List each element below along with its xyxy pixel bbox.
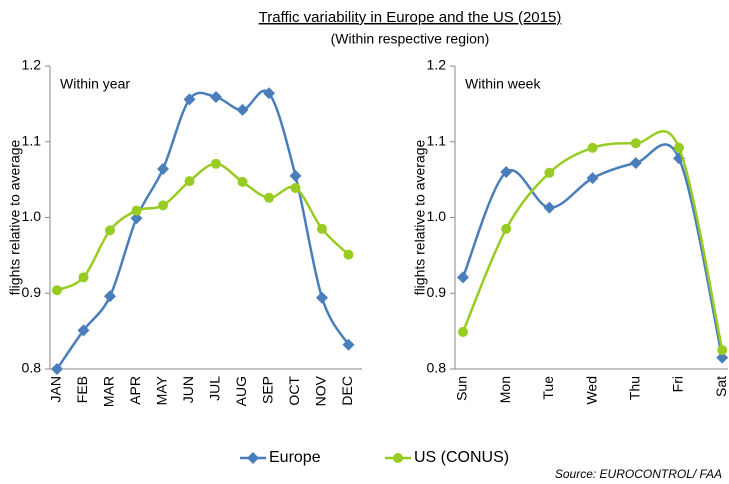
x-tick-label: Sun xyxy=(454,376,470,401)
y-axis-label: flights relative to average xyxy=(7,139,23,295)
x-tick-label: Sat xyxy=(713,376,729,397)
legend-label: US (CONUS) xyxy=(414,449,509,466)
marker xyxy=(157,163,169,176)
marker xyxy=(52,285,62,296)
x-tick-label: AUG xyxy=(233,376,249,406)
x-tick-label: DEC xyxy=(339,376,355,406)
series-line xyxy=(56,162,350,292)
marker xyxy=(290,182,301,193)
marker xyxy=(263,87,275,100)
marker xyxy=(586,172,599,185)
marker xyxy=(717,345,728,356)
y-tick-label: 0.9 xyxy=(427,284,447,300)
series-line xyxy=(55,89,350,370)
marker xyxy=(317,223,327,234)
legend-label: Europe xyxy=(269,449,321,466)
x-tick-label: MAR xyxy=(101,376,117,407)
marker xyxy=(183,93,196,106)
marker xyxy=(501,223,512,234)
x-tick-label: JAN xyxy=(48,376,64,402)
x-tick-label: SEP xyxy=(260,376,276,404)
marker xyxy=(544,167,555,178)
x-tick-label: OCT xyxy=(286,376,302,406)
marker xyxy=(343,249,354,260)
y-tick-label: 0.8 xyxy=(427,360,447,376)
y-tick-label: 1.0 xyxy=(427,208,447,224)
marker xyxy=(316,291,328,304)
marker xyxy=(77,324,90,337)
x-tick-label: NOV xyxy=(313,375,329,406)
marker xyxy=(630,138,641,149)
x-tick-label: Fri xyxy=(670,376,686,392)
legend-marker xyxy=(247,452,259,464)
legend-marker xyxy=(393,453,403,463)
x-tick-label: JUL xyxy=(207,376,223,401)
x-tick-label: Mon xyxy=(497,376,513,403)
y-tick-label: 1.1 xyxy=(22,132,42,148)
source: Source: EUROCONTROL/ FAA xyxy=(555,467,722,481)
marker xyxy=(105,225,115,236)
title: Traffic variability in Europe and the US… xyxy=(259,9,562,26)
marker xyxy=(264,192,274,203)
x-tick-label: APR xyxy=(127,376,143,405)
marker xyxy=(289,169,302,182)
marker xyxy=(237,176,248,187)
annotation: Within year xyxy=(60,76,130,92)
marker xyxy=(184,176,195,187)
marker xyxy=(458,326,468,337)
marker xyxy=(342,338,355,351)
marker xyxy=(674,142,684,153)
annotation: Within week xyxy=(465,76,541,92)
marker xyxy=(78,272,89,283)
y-tick-label: 0.8 xyxy=(22,360,42,376)
y-axis-label: flights relative to average xyxy=(412,139,428,295)
marker xyxy=(104,290,116,303)
x-tick-label: MAY xyxy=(154,375,170,405)
y-tick-label: 1.2 xyxy=(22,57,42,73)
marker xyxy=(716,351,729,364)
y-tick-label: 1.0 xyxy=(22,208,42,224)
y-tick-label: 1.2 xyxy=(427,57,447,73)
x-tick-label: Wed xyxy=(583,376,599,405)
marker xyxy=(236,103,249,116)
marker xyxy=(543,201,556,214)
marker xyxy=(210,91,222,104)
x-tick-label: Tue xyxy=(540,376,556,400)
x-tick-label: Thu xyxy=(627,376,643,400)
series-line xyxy=(461,130,724,351)
marker xyxy=(211,158,221,169)
marker xyxy=(131,205,142,216)
y-tick-label: 0.9 xyxy=(22,284,42,300)
marker xyxy=(51,363,63,375)
y-tick-label: 1.1 xyxy=(427,132,447,148)
subtitle: (Within respective region) xyxy=(331,31,490,47)
marker xyxy=(500,166,513,179)
x-tick-label: JUN xyxy=(180,376,196,403)
marker xyxy=(130,212,143,225)
marker xyxy=(457,271,469,284)
marker xyxy=(587,142,598,153)
x-tick-label: FEB xyxy=(74,376,90,403)
marker xyxy=(158,200,168,211)
marker xyxy=(629,156,642,169)
